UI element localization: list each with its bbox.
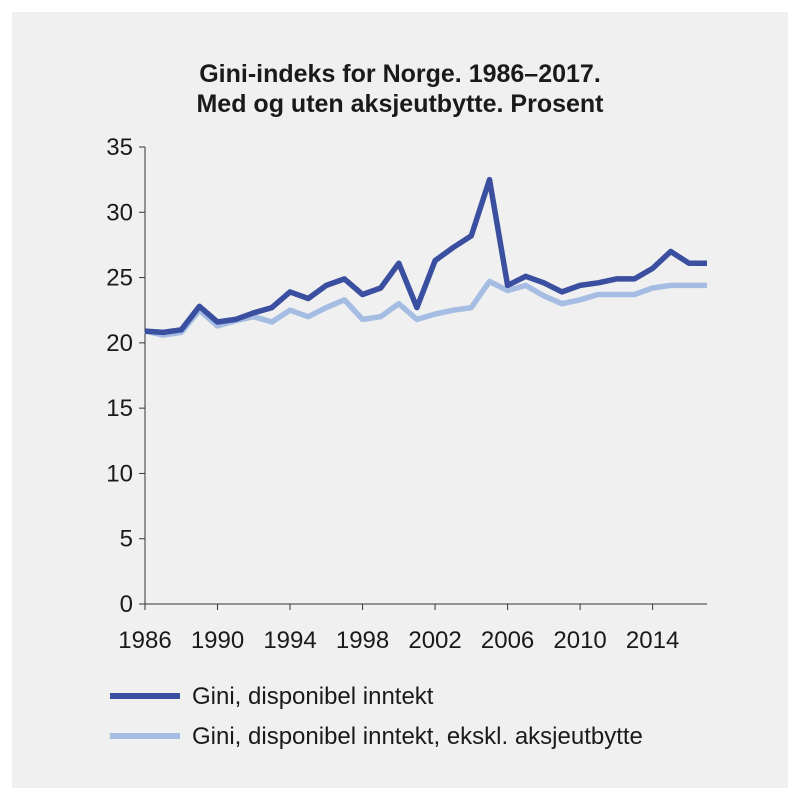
y-tick-label: 35 xyxy=(106,134,133,161)
axes: 0 5 10 15 20 25 30 35 1986 1990 1994 1998 2002 2006 20… xyxy=(106,134,707,654)
chart-title-line-2: Med og uten aksjeutbytte. Prosent xyxy=(196,90,604,118)
line-chart: Gini-indeks for Norge. 1986–2017. Med og… xyxy=(106,60,707,750)
y-tick-label: 25 xyxy=(106,265,133,292)
y-tick-label: 30 xyxy=(106,199,133,226)
series-layer xyxy=(144,176,707,338)
chart-panel: Gini-indeks for Norge. 1986–2017. Med og… xyxy=(12,12,788,788)
x-tick-label: 2014 xyxy=(626,627,679,654)
chart-title-line-1: Gini-indeks for Norge. 1986–2017. xyxy=(199,60,601,88)
x-tick-label: 2010 xyxy=(553,627,606,654)
y-tick-label: 15 xyxy=(106,395,133,422)
legend-label-2: Gini, disponibel inntekt, ekskl. aksjeut… xyxy=(192,723,643,750)
series-line-1 xyxy=(144,176,707,336)
x-tick-label: 1990 xyxy=(191,627,244,654)
y-tick-label: 5 xyxy=(120,526,133,553)
y-tick-label: 20 xyxy=(106,330,133,357)
legend: Gini, disponibel inntekt Gini, disponibel… xyxy=(110,683,643,750)
x-tick-label: 1994 xyxy=(263,627,316,654)
x-tick-label: 2002 xyxy=(408,627,461,654)
legend-label-1: Gini, disponibel inntekt xyxy=(192,683,434,710)
x-tick-label: 1998 xyxy=(336,627,389,654)
y-tick-label: 10 xyxy=(106,460,133,487)
x-tick-label: 2006 xyxy=(481,627,534,654)
x-tick-label: 1986 xyxy=(118,627,171,654)
y-tick-label: 0 xyxy=(120,591,133,618)
